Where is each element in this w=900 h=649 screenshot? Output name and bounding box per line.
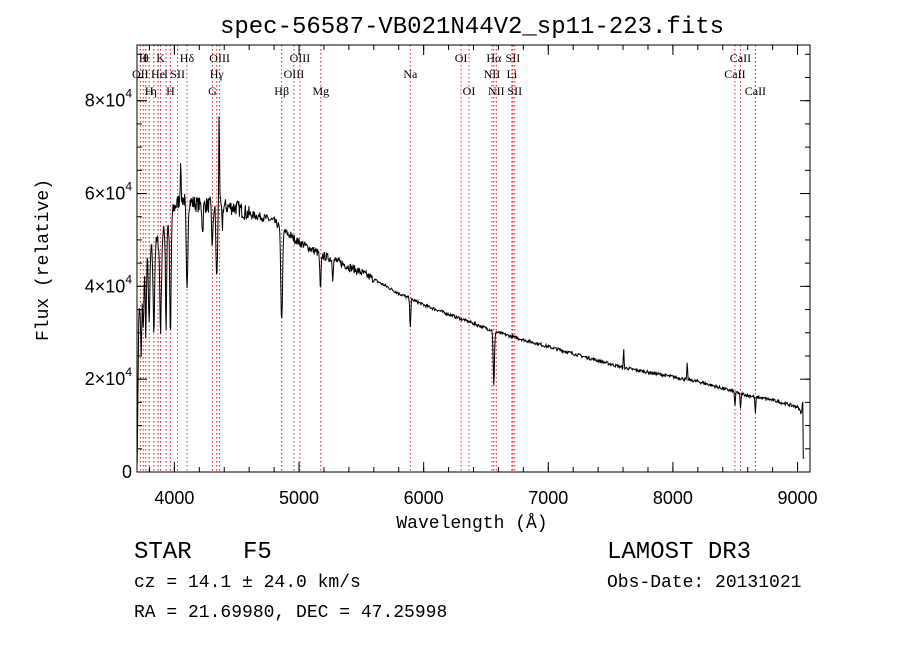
line-label: CaII bbox=[724, 67, 745, 81]
emission-line-markers bbox=[139, 45, 756, 472]
y-tick-mantissa: 2×10 bbox=[85, 369, 126, 389]
x-tick-label: 7000 bbox=[528, 488, 568, 508]
line-label: Mg bbox=[312, 84, 329, 98]
line-label: CaII bbox=[745, 84, 766, 98]
object-class: STAR bbox=[134, 539, 192, 566]
line-label: Li bbox=[507, 67, 518, 81]
spectrum-line bbox=[136, 116, 805, 463]
spectrum bbox=[136, 116, 805, 463]
y-axis-label: Flux (relative) bbox=[34, 179, 54, 341]
line-label: SII bbox=[507, 84, 522, 98]
line-label: NII bbox=[484, 67, 501, 81]
line-label: H bbox=[166, 84, 175, 98]
y-tick-exponent: 4 bbox=[125, 365, 132, 379]
line-label: Hβ bbox=[274, 84, 289, 98]
x-axis: 4000 5000 6000 7000 8000 9000 bbox=[148, 45, 818, 508]
line-label: G bbox=[208, 84, 217, 98]
line-label: η bbox=[151, 84, 157, 98]
line-label: I bbox=[164, 67, 168, 81]
y-tick-mantissa: 4×10 bbox=[85, 276, 126, 296]
y-tick-mantissa: 8×10 bbox=[85, 91, 126, 111]
line-label: SII bbox=[506, 51, 521, 65]
y-tick-label: 6×104 bbox=[85, 180, 133, 204]
line-label: θ bbox=[143, 51, 149, 65]
line-label: OIII bbox=[209, 51, 230, 65]
line-label: Hα bbox=[486, 51, 502, 65]
line-label: CaII bbox=[730, 51, 751, 65]
x-axis-label: Wavelength (Å) bbox=[396, 513, 547, 534]
line-label: K bbox=[156, 51, 165, 65]
chart-title: spec-56587-VB021N44V2_sp11-223.fits bbox=[220, 14, 724, 41]
y-tick-mantissa: 6×10 bbox=[85, 184, 126, 204]
obs-date: Obs-Date: 20131021 bbox=[607, 573, 802, 593]
line-label: NII bbox=[488, 84, 505, 98]
x-tick-label: 5000 bbox=[279, 488, 319, 508]
line-label: Hγ bbox=[210, 67, 225, 81]
line-label: OIII bbox=[290, 51, 311, 65]
line-label: H bbox=[145, 84, 154, 98]
plot-frame bbox=[136, 44, 811, 473]
y-tick-exponent: 4 bbox=[125, 87, 132, 101]
y-tick-label: 4×104 bbox=[85, 272, 133, 296]
line-label: OII bbox=[132, 67, 149, 81]
y-tick-exponent: 4 bbox=[125, 272, 132, 286]
line-label: OIII bbox=[284, 67, 305, 81]
y-tick-label: 0 bbox=[122, 462, 132, 482]
x-tick-label: 6000 bbox=[404, 488, 444, 508]
x-tick-label: 9000 bbox=[778, 488, 818, 508]
line-label: Hδ bbox=[180, 51, 195, 65]
redshift-readout: cz = 14.1 ± 24.0 km/s bbox=[134, 573, 361, 593]
coordinates-readout: RA = 21.69980, DEC = 47.25998 bbox=[134, 603, 448, 623]
line-labels: OIIHθHηHeKIHSIIHδGHγOIIIHβOIIIOIIIMgNaOI… bbox=[132, 51, 766, 98]
line-label: OI bbox=[455, 51, 468, 65]
line-label: He bbox=[151, 67, 165, 81]
x-tick-label: 4000 bbox=[154, 488, 194, 508]
x-tick-label: 8000 bbox=[653, 488, 693, 508]
y-tick-label: 8×104 bbox=[85, 87, 133, 111]
y-tick-exponent: 4 bbox=[125, 180, 132, 194]
line-label: OI bbox=[463, 84, 476, 98]
subclass: F5 bbox=[243, 539, 272, 566]
line-label: Na bbox=[403, 67, 418, 81]
survey-name: LAMOST DR3 bbox=[607, 539, 752, 566]
y-tick-mantissa: 0 bbox=[122, 462, 132, 482]
y-tick-label: 2×104 bbox=[85, 365, 133, 389]
line-label: SII bbox=[170, 67, 185, 81]
line-label: H bbox=[139, 51, 148, 65]
